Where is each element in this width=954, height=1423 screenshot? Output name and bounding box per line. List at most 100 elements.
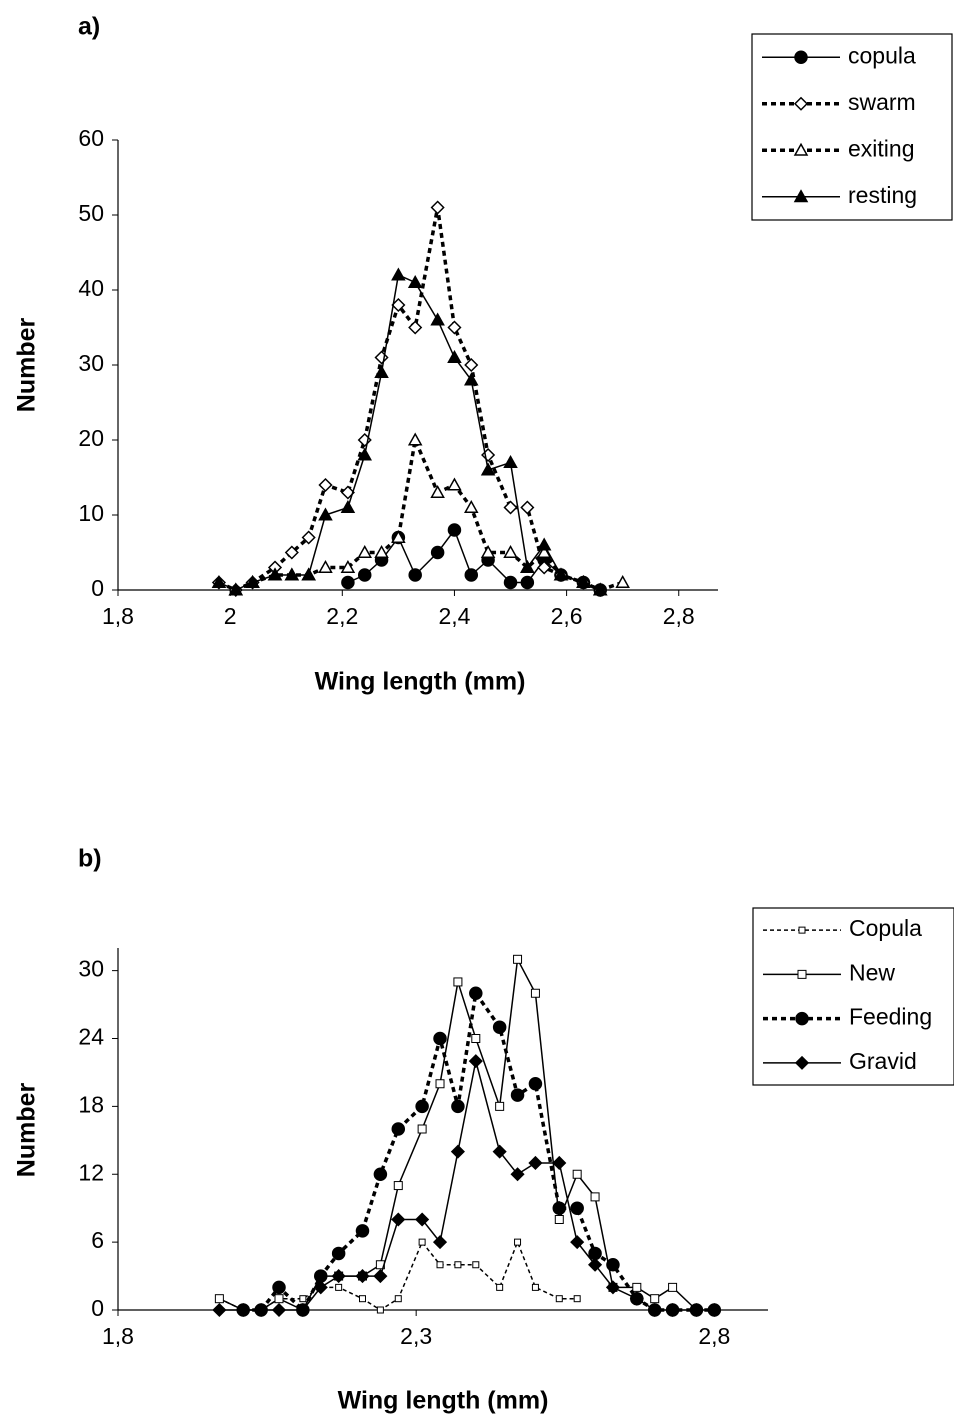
legend-label: Feeding (849, 1004, 932, 1030)
y-tick-label: 6 (91, 1227, 104, 1253)
marker (447, 320, 462, 335)
marker (418, 1238, 426, 1246)
marker (212, 1302, 227, 1318)
marker (318, 477, 333, 493)
marker (605, 1280, 621, 1295)
marker (211, 574, 227, 589)
legend-label: Gravid (849, 1048, 917, 1074)
marker (514, 1238, 522, 1246)
marker (407, 274, 423, 289)
marker (668, 1282, 678, 1292)
marker (374, 350, 389, 365)
marker (480, 544, 496, 559)
marker (647, 1302, 662, 1318)
marker (391, 297, 406, 313)
marker (447, 523, 462, 537)
y-axis-title: Number (13, 1083, 41, 1178)
y-tick-label: 12 (78, 1159, 104, 1185)
marker (554, 1215, 564, 1224)
marker (357, 544, 373, 559)
marker (464, 357, 479, 373)
marker (464, 568, 479, 582)
panel-label: b) (78, 845, 102, 873)
marker (394, 1295, 402, 1303)
marker (447, 477, 462, 491)
marker (555, 1295, 563, 1303)
marker (355, 1224, 370, 1238)
y-tick-label: 40 (78, 275, 104, 301)
x-tick-label: 2,8 (663, 603, 695, 629)
marker (570, 1201, 584, 1215)
marker (503, 454, 518, 469)
marker (415, 1212, 430, 1227)
marker (650, 1294, 660, 1304)
marker (272, 1280, 286, 1295)
marker (536, 537, 552, 551)
marker (513, 954, 523, 964)
marker (331, 1269, 346, 1284)
series-line (219, 956, 697, 1311)
marker (301, 530, 316, 545)
marker (314, 1269, 328, 1283)
marker (391, 1122, 406, 1136)
marker (435, 1079, 445, 1089)
marker (357, 447, 373, 461)
panel-label: a) (78, 13, 100, 41)
marker (576, 574, 591, 589)
marker (436, 1261, 444, 1269)
marker (374, 544, 389, 559)
marker (454, 1261, 462, 1269)
marker (463, 499, 479, 514)
y-tick-label: 24 (78, 1024, 104, 1050)
marker (284, 567, 300, 581)
marker (573, 1295, 581, 1303)
marker (530, 988, 540, 998)
marker (472, 1261, 480, 1269)
marker (432, 1235, 448, 1250)
marker (341, 575, 355, 590)
marker (793, 189, 809, 203)
marker (313, 1280, 328, 1295)
y-tick-label: 10 (78, 500, 104, 526)
marker (271, 1302, 287, 1318)
marker (552, 1155, 567, 1170)
marker (391, 267, 406, 281)
marker (495, 1101, 505, 1111)
marker (798, 926, 806, 934)
x-tick-label: 1,8 (102, 1323, 134, 1349)
y-tick-label: 18 (78, 1091, 104, 1117)
marker (254, 1302, 269, 1318)
marker (496, 1283, 504, 1291)
marker (531, 1283, 539, 1291)
marker (793, 142, 809, 156)
marker (430, 312, 445, 326)
y-tick-label: 60 (78, 125, 104, 151)
marker (228, 582, 244, 596)
marker (468, 1054, 483, 1069)
marker (376, 1306, 384, 1314)
x-tick-label: 2,2 (326, 603, 358, 629)
marker (408, 568, 422, 582)
series-line (218, 207, 601, 592)
marker (214, 1294, 224, 1304)
marker (793, 96, 809, 111)
marker (528, 1155, 543, 1170)
x-axis-title: Wing length (mm) (315, 668, 526, 696)
marker (299, 1295, 307, 1303)
marker (606, 1258, 620, 1272)
marker (528, 1077, 543, 1091)
marker (615, 574, 630, 589)
marker (536, 544, 552, 559)
marker (537, 560, 552, 575)
legend-label: Copula (849, 915, 922, 941)
y-tick-label: 30 (78, 350, 104, 376)
marker (665, 1302, 680, 1318)
marker (331, 1246, 346, 1261)
marker (391, 1212, 406, 1227)
x-tick-label: 1,8 (102, 603, 134, 629)
marker (357, 568, 372, 582)
legend-label: resting (848, 182, 917, 208)
marker (588, 1246, 602, 1261)
